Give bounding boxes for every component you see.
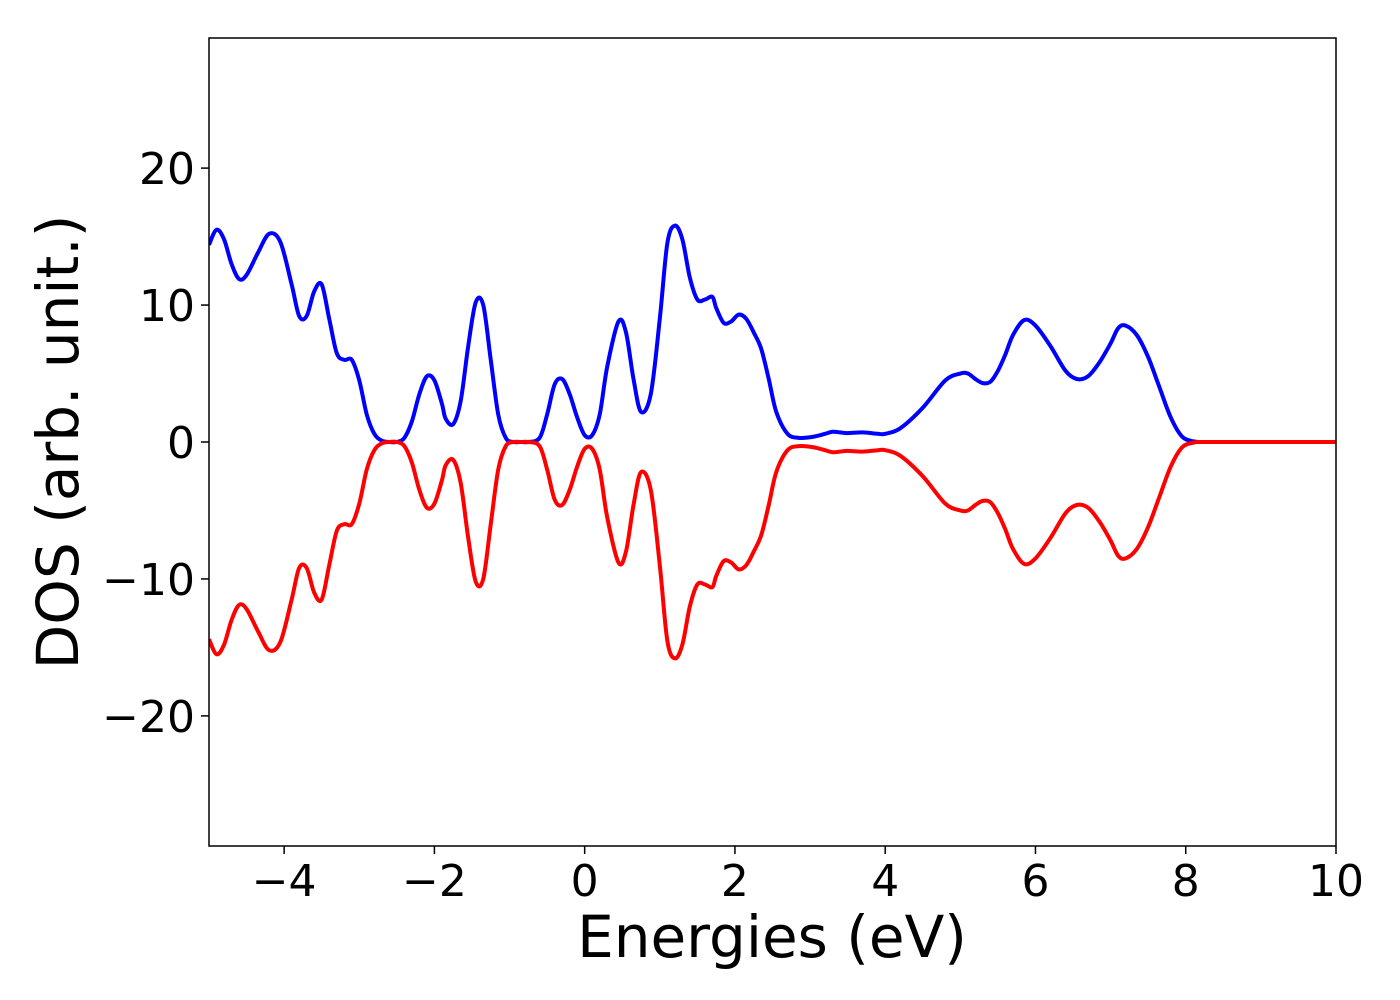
x-tick-label: 0 [571,856,599,907]
y-tick-label: 10 [139,281,195,332]
plot-frame [208,37,1337,847]
x-tick-label: 10 [1308,856,1364,907]
x-axis-ticks: −4 −2 0 2 4 6 8 10 [252,846,1364,907]
series-line-spin-down [209,439,1336,661]
y-tick-label: −20 [102,692,195,743]
x-tick-label: −2 [402,856,467,907]
y-tick-label: 0 [167,418,195,469]
x-tick-label: 8 [1172,856,1200,907]
series-layer [209,223,1336,661]
y-tick-label: −10 [102,555,195,606]
x-axis-label: Energies (eV) [577,903,967,971]
x-tick-label: 2 [721,856,749,907]
x-tick-label: 4 [871,856,899,907]
y-tick-label: 20 [139,144,195,195]
x-tick-label: 6 [1021,856,1049,907]
x-tick-label: −4 [252,856,317,907]
series-line-spin-up [209,223,1336,445]
y-axis-label: DOS (arb. unit.) [24,215,92,670]
y-axis-ticks: −20 −10 0 10 20 [102,144,209,743]
